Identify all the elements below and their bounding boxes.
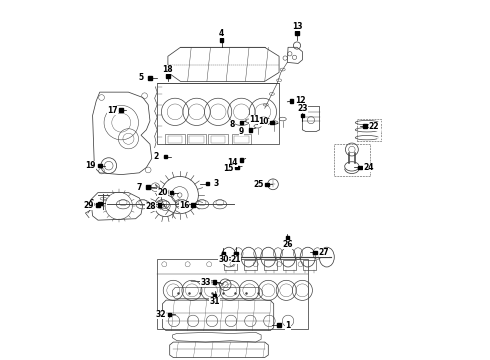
Bar [244, 260, 257, 270]
Text: 24: 24 [364, 163, 374, 172]
Text: 19: 19 [86, 161, 96, 170]
Text: 29: 29 [84, 202, 94, 211]
Text: 13: 13 [292, 22, 302, 31]
Text: 4: 4 [219, 29, 224, 38]
Bar [235, 166, 239, 169]
Bar [313, 251, 317, 254]
Text: 30: 30 [218, 256, 229, 265]
Text: 10: 10 [258, 117, 268, 126]
Text: 23: 23 [297, 104, 308, 113]
Bar [364, 125, 367, 128]
Bar [187, 134, 206, 144]
Bar [166, 134, 185, 144]
Bar [191, 203, 195, 207]
Text: 26: 26 [282, 240, 293, 249]
Text: 27: 27 [318, 248, 329, 257]
Text: 7: 7 [137, 183, 142, 192]
Bar [240, 158, 243, 162]
Text: 8: 8 [230, 120, 235, 129]
Text: 28: 28 [146, 202, 156, 211]
Bar [164, 155, 167, 158]
Text: 16: 16 [179, 202, 189, 211]
Bar [240, 121, 243, 125]
Bar [334, 144, 370, 176]
Bar [221, 252, 225, 255]
Bar [232, 134, 251, 144]
Text: 6: 6 [88, 199, 94, 208]
Text: 15: 15 [223, 164, 233, 173]
Bar [295, 31, 299, 35]
Bar [277, 323, 281, 327]
Text: 17: 17 [107, 105, 118, 114]
Bar [264, 260, 276, 270]
Bar [147, 185, 150, 189]
Text: 11: 11 [249, 115, 259, 124]
Text: 5: 5 [139, 73, 144, 82]
Bar [358, 166, 362, 169]
Bar [211, 135, 225, 143]
Bar [266, 183, 269, 186]
Text: 32: 32 [155, 310, 166, 319]
Bar [303, 260, 316, 270]
Text: 2: 2 [154, 152, 159, 161]
Bar [170, 191, 173, 194]
Bar [205, 182, 209, 185]
Text: 33: 33 [200, 278, 211, 287]
Bar [234, 252, 238, 255]
Bar [286, 236, 289, 240]
Text: 22: 22 [369, 122, 379, 131]
Bar [213, 294, 216, 297]
Bar [208, 134, 228, 144]
Bar [213, 280, 216, 284]
Text: 20: 20 [157, 188, 168, 197]
Bar [168, 135, 182, 143]
Bar [270, 121, 274, 125]
Bar [98, 164, 101, 167]
Text: 25: 25 [253, 180, 264, 189]
Text: 3: 3 [214, 179, 219, 188]
Text: 31: 31 [209, 297, 220, 306]
Bar [148, 76, 152, 80]
Text: 9: 9 [239, 127, 244, 136]
Bar [283, 260, 296, 270]
Text: 21: 21 [231, 256, 241, 265]
Bar [290, 99, 294, 103]
Bar [98, 202, 101, 205]
Bar [220, 39, 223, 42]
Bar [157, 259, 308, 329]
Text: 1: 1 [285, 321, 291, 330]
Bar [168, 313, 172, 316]
Bar [120, 108, 123, 112]
Bar [234, 135, 248, 143]
Text: 12: 12 [295, 95, 306, 104]
Bar [357, 119, 381, 140]
Bar [96, 203, 100, 207]
Bar [248, 128, 252, 132]
Bar [300, 114, 304, 117]
Bar [158, 203, 161, 207]
Bar [261, 117, 265, 121]
Text: 18: 18 [163, 65, 173, 74]
Text: 14: 14 [227, 158, 238, 167]
Bar [190, 135, 204, 143]
Bar [224, 260, 237, 270]
Bar [166, 74, 170, 78]
